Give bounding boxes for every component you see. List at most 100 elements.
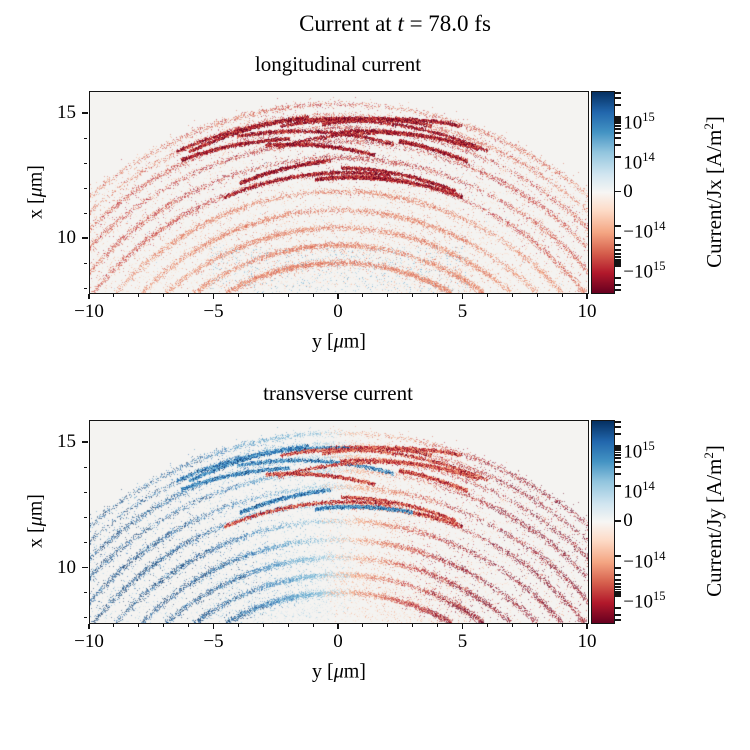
cbar-major-tick <box>614 485 621 488</box>
y-minor-tick <box>84 491 88 493</box>
cbar-minor-tick <box>614 433 621 435</box>
x-minor-tick <box>437 623 439 627</box>
cbar-minor-tick <box>614 144 621 146</box>
subplot-title-longitudinal: longitudinal current <box>254 52 422 76</box>
cbar-minor-tick <box>614 591 621 593</box>
cbar-major-tick <box>614 265 621 267</box>
xlabel-end: m] <box>343 330 366 353</box>
x-major-tick <box>461 293 464 300</box>
suptitle-post: = 78.0 fs <box>403 11 491 36</box>
cbar-minor-tick <box>614 614 621 616</box>
cbar-minor-tick <box>614 97 621 99</box>
x-minor-tick <box>163 623 165 627</box>
y-minor-tick <box>84 466 88 468</box>
colorbar-longitudinal <box>591 91 615 294</box>
ylabel-var: x <box>24 208 47 219</box>
ylabel-end: m] <box>24 494 47 517</box>
x-minor-tick <box>536 623 538 627</box>
x-major-tick <box>212 293 215 300</box>
xlabel-var: y <box>312 330 323 353</box>
cbar-minor-tick <box>614 574 621 576</box>
cbar-minor-tick <box>614 607 621 609</box>
x-minor-tick <box>237 623 239 627</box>
x-axis-label-transverse: y [μm] <box>312 661 366 684</box>
x-major-tick <box>586 293 588 300</box>
x-minor-tick <box>262 293 264 297</box>
cbar-major-tick <box>614 116 621 118</box>
x-minor-tick <box>536 293 538 297</box>
x-tick-label: 0 <box>333 631 343 652</box>
plot-area-transverse <box>89 420 589 624</box>
x-minor-tick <box>412 623 414 627</box>
cbar-label-sup: 2 <box>701 452 716 459</box>
cbar-label-pre: [A/m <box>702 129 726 180</box>
y-major-tick <box>82 112 88 114</box>
x-minor-tick <box>362 623 364 627</box>
figure-suptitle: Current at t = 78.0 fs <box>20 11 750 37</box>
cbar-label-post: ] <box>702 445 726 453</box>
cbar-minor-tick <box>614 284 621 286</box>
cbar-tick-label: −1015 <box>623 588 666 613</box>
cbar-label-name: Current/Jy <box>702 508 726 597</box>
cbar-minor-tick <box>614 579 621 581</box>
x-major-tick <box>461 623 464 630</box>
cbar-tick-label: 0 <box>623 180 633 202</box>
y-tick-label: 15 <box>57 102 76 123</box>
x-tick-label: 0 <box>333 301 343 322</box>
cbar-tick-label: 1015 <box>623 110 655 134</box>
x-tick-label: 10 <box>577 301 597 322</box>
cbar-tick-label: 1015 <box>623 439 655 463</box>
cbar-minor-tick <box>614 253 621 255</box>
scatter-canvas-transverse <box>90 421 588 623</box>
xlabel-var: y <box>312 660 323 683</box>
cbar-minor-tick <box>614 120 621 122</box>
x-tick-label: 5 <box>457 631 468 652</box>
y-tick-label: 15 <box>57 431 76 453</box>
cbar-minor-tick <box>614 137 621 139</box>
xlabel-mu: μ <box>333 330 344 353</box>
y-major-tick <box>82 237 88 239</box>
ylabel-mid: [ <box>24 197 47 209</box>
cbar-major-tick <box>614 225 621 227</box>
x-minor-tick <box>511 623 513 627</box>
colorbar-label-transverse: Current/Jy [A/m2] <box>701 445 727 597</box>
cbar-minor-tick <box>614 256 621 258</box>
x-minor-tick <box>362 293 364 297</box>
y-major-tick <box>82 566 88 569</box>
colorbar-label-longitudinal: Current/Jx [A/m2] <box>701 116 727 268</box>
x-minor-tick <box>287 623 289 627</box>
x-tick-label: −10 <box>74 301 104 322</box>
cbar-minor-tick <box>614 125 621 127</box>
ylabel-mu: μ <box>24 187 47 198</box>
cbar-minor-tick <box>614 263 621 265</box>
cbar-minor-tick <box>614 92 621 94</box>
y-minor-tick <box>84 617 88 619</box>
cbar-minor-tick <box>614 277 621 279</box>
cbar-minor-tick <box>614 619 621 621</box>
y-tick-label: 10 <box>57 556 76 578</box>
ylabel-var: x <box>24 537 47 548</box>
x-minor-tick <box>412 293 414 297</box>
x-minor-tick <box>163 293 165 297</box>
x-minor-tick <box>113 293 115 297</box>
cbar-minor-tick <box>614 261 621 263</box>
x-minor-tick <box>312 293 314 297</box>
y-minor-tick <box>84 187 88 189</box>
cbar-minor-tick <box>614 566 621 569</box>
y-minor-tick <box>84 212 88 214</box>
cbar-major-tick <box>614 445 621 448</box>
x-major-tick <box>337 293 339 300</box>
cbar-minor-tick <box>614 593 621 595</box>
cbar-major-tick <box>614 520 621 522</box>
cbar-minor-tick <box>614 426 621 428</box>
y-axis-label-transverse: x [μm] <box>25 494 48 548</box>
cbar-tick-label: −1014 <box>623 548 666 572</box>
cbar-tick-label: −1015 <box>623 259 666 283</box>
cbar-minor-tick <box>614 289 621 291</box>
cbar-tick-label: 0 <box>623 510 633 531</box>
cbar-label-post: ] <box>702 116 726 124</box>
y-axis-label-longitudinal: x [μm] <box>25 165 48 219</box>
cbar-tick-label: 1014 <box>623 150 655 174</box>
y-major-tick <box>82 441 88 443</box>
y-minor-tick <box>84 542 88 544</box>
